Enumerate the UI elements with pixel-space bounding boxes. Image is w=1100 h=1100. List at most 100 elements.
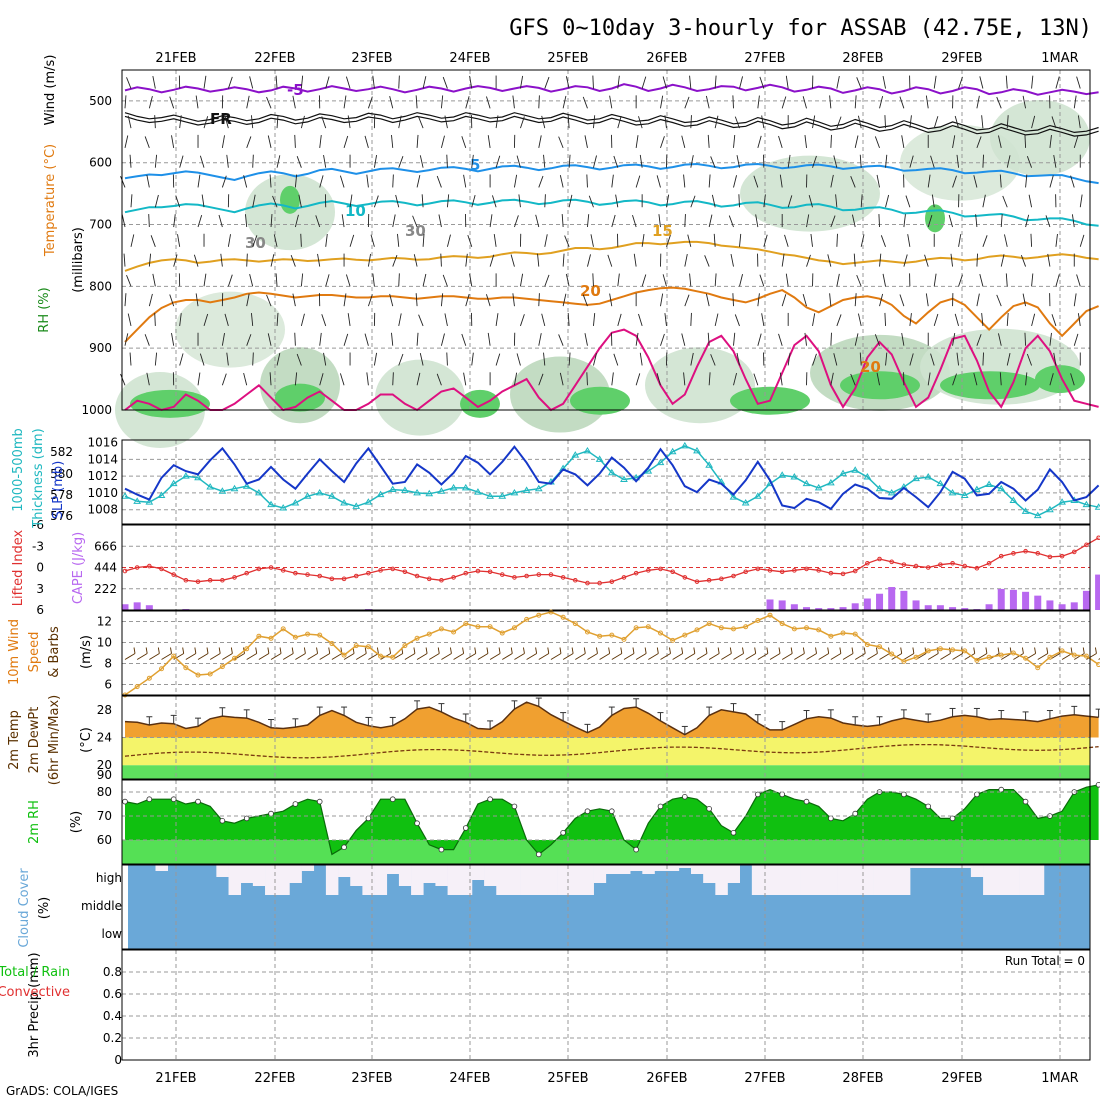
- surface-barb: [815, 647, 817, 654]
- wind-barb: [856, 274, 862, 287]
- wind-barb: [562, 293, 567, 307]
- wind-barb: [660, 95, 664, 109]
- wind-barb: [538, 95, 540, 109]
- wind-barb: [221, 175, 227, 188]
- wind-barb: [584, 333, 588, 346]
- wind-speed-marker: [280, 626, 286, 632]
- cape-bar: [961, 608, 969, 610]
- lifted-index-marker: [840, 571, 846, 577]
- wind-barb: [465, 253, 468, 267]
- wind-barb: [347, 115, 351, 129]
- thickness-tick: 576: [50, 509, 73, 523]
- wind-barb: [734, 116, 740, 129]
- wind-barb: [656, 175, 661, 188]
- lifted-index-marker: [1035, 551, 1041, 556]
- surface-barb: [973, 647, 976, 654]
- contour-line-15: [124, 240, 1099, 272]
- wind-barb: [1051, 314, 1057, 327]
- wind-barb: [422, 273, 427, 287]
- wind-barb: [1031, 313, 1036, 327]
- precip-tick: 0.6: [103, 987, 122, 1001]
- rh-shade-blob: [990, 100, 1090, 176]
- cape-bar: [766, 599, 774, 610]
- lifted-index-marker: [122, 568, 128, 574]
- wind-barb: [558, 136, 564, 149]
- wind-speed-marker: [317, 632, 323, 638]
- wind-barb: [830, 372, 834, 386]
- cape-label: CAPE (J/kg): [71, 532, 86, 604]
- wind-barb: [319, 175, 324, 188]
- rh-high-blob: [130, 389, 210, 418]
- surface-barb: [161, 653, 172, 660]
- panel-frame: [121, 779, 1091, 865]
- wind-barb: [120, 373, 126, 386]
- slp-label: SLP (mb): [51, 461, 66, 520]
- wind-barb: [836, 233, 838, 247]
- credit: GrADS: COLA/IGES: [6, 1084, 119, 1098]
- surface-barb: [246, 653, 257, 660]
- thickness-marker: [352, 502, 361, 509]
- wind-speed-marker: [134, 684, 140, 690]
- wind-barb: [1055, 76, 1060, 89]
- wind-barb: [559, 372, 564, 386]
- lifted-index-marker: [390, 566, 396, 572]
- surface-barb: [502, 653, 513, 660]
- wind-speed-marker: [536, 612, 542, 618]
- wind-barb: [690, 195, 696, 208]
- wind-barb: [148, 253, 152, 267]
- wind-barb: [440, 253, 442, 267]
- rh-marker: [730, 829, 737, 836]
- lifted-index-line: [124, 537, 1099, 584]
- pressure-tick: 800: [89, 279, 112, 293]
- lifted-index-marker: [706, 577, 712, 583]
- wind-speed-marker: [524, 616, 530, 622]
- high-cloud-gap: [1007, 865, 1020, 895]
- surface-barb: [672, 653, 683, 660]
- wind-label-1: 10m Wind: [7, 619, 22, 685]
- wind-speed-marker: [998, 652, 1004, 658]
- wind-speed-marker: [268, 635, 274, 641]
- wind-speed-marker: [657, 630, 663, 636]
- wind-barb: [711, 194, 716, 208]
- thickness-marker: [960, 491, 969, 498]
- wind-barb: [708, 214, 713, 228]
- wind-barb: [830, 215, 836, 228]
- wind-barb: [398, 353, 404, 366]
- wind-barb: [903, 214, 906, 228]
- wind-label-3: & Barbs: [47, 626, 62, 678]
- wind-speed-marker: [1071, 652, 1077, 658]
- contour-fr-line: [124, 115, 1099, 137]
- wind-barb: [129, 154, 132, 168]
- lifted-index-marker: [378, 568, 383, 573]
- rh-marker: [146, 796, 153, 802]
- cape-bar: [851, 603, 859, 610]
- surface-barb: [766, 647, 769, 654]
- wind-barb: [538, 373, 544, 386]
- temp-label-3: (6hr Min/Max): [47, 695, 62, 785]
- wind-barb: [275, 273, 278, 287]
- wind-barb: [1006, 353, 1011, 366]
- li-tick: -3: [32, 539, 44, 553]
- wind-barb: [714, 75, 717, 89]
- rh-marker: [122, 798, 128, 805]
- wind-panel: 6 8 10 12: [97, 609, 1100, 698]
- wind-barb: [689, 273, 692, 287]
- wind-barb: [226, 352, 229, 366]
- cape-bar: [997, 588, 1005, 610]
- rh-marker: [608, 808, 615, 814]
- surface-barb: [940, 653, 951, 660]
- wind-barb: [436, 175, 442, 188]
- lifted-index-marker: [767, 568, 773, 573]
- surface-barb: [729, 647, 732, 654]
- high-cloud-gap: [362, 865, 375, 895]
- surface-barb: [733, 653, 744, 660]
- temp-label-1: 2m Temp: [7, 710, 22, 770]
- surface-barb: [295, 653, 306, 660]
- contour-label: -5: [287, 81, 304, 99]
- wind-barb: [146, 372, 150, 386]
- wind-barb: [755, 214, 759, 228]
- surface-barb: [717, 647, 720, 654]
- wind-barb: [544, 194, 546, 208]
- wind-barb: [512, 293, 515, 307]
- wind-barb: [276, 115, 279, 129]
